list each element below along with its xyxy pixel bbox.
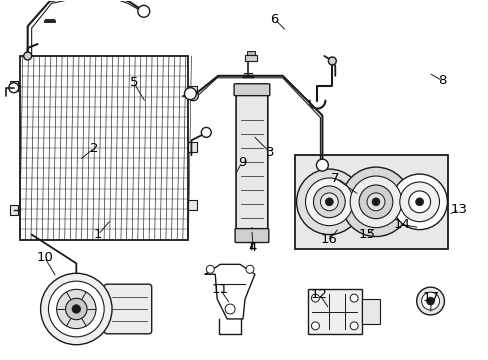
- Bar: [20, 56, 188, 239]
- Circle shape: [138, 5, 149, 17]
- Circle shape: [399, 182, 439, 222]
- Text: 9: 9: [237, 156, 245, 168]
- Bar: [244, 55, 256, 61]
- Circle shape: [41, 273, 112, 345]
- Circle shape: [72, 305, 81, 313]
- Bar: [10, 205, 18, 215]
- Bar: [294, 155, 447, 249]
- Circle shape: [415, 198, 423, 206]
- Text: 11: 11: [211, 283, 228, 296]
- Circle shape: [24, 52, 32, 60]
- Text: 5: 5: [129, 76, 138, 89]
- Text: 8: 8: [437, 74, 446, 87]
- FancyBboxPatch shape: [235, 229, 268, 243]
- Circle shape: [349, 322, 357, 330]
- Circle shape: [9, 83, 19, 93]
- Bar: [307, 289, 361, 334]
- Circle shape: [245, 265, 253, 273]
- Circle shape: [316, 159, 327, 171]
- Text: 3: 3: [265, 146, 273, 159]
- Text: 16: 16: [320, 233, 337, 246]
- Text: 4: 4: [248, 241, 257, 254]
- Circle shape: [366, 193, 384, 211]
- Text: 13: 13: [450, 203, 467, 216]
- Circle shape: [426, 297, 434, 305]
- Circle shape: [391, 174, 447, 230]
- Bar: [188, 142, 197, 152]
- Text: 15: 15: [358, 228, 375, 241]
- Circle shape: [320, 193, 338, 211]
- Bar: [361, 299, 379, 324]
- Circle shape: [188, 91, 198, 100]
- FancyBboxPatch shape: [104, 284, 151, 334]
- Circle shape: [416, 287, 444, 315]
- Text: 7: 7: [330, 171, 339, 185]
- Circle shape: [325, 198, 333, 206]
- Text: 10: 10: [36, 251, 53, 264]
- Circle shape: [349, 176, 401, 228]
- Bar: [246, 51, 254, 55]
- Bar: [188, 86, 197, 96]
- Text: 6: 6: [270, 13, 278, 26]
- Circle shape: [311, 322, 319, 330]
- FancyBboxPatch shape: [234, 84, 269, 96]
- Bar: [188, 200, 197, 210]
- Circle shape: [408, 191, 429, 213]
- Circle shape: [184, 88, 196, 100]
- Circle shape: [48, 281, 104, 337]
- Circle shape: [57, 289, 96, 329]
- Circle shape: [305, 178, 352, 226]
- Circle shape: [224, 304, 235, 314]
- Circle shape: [201, 127, 211, 137]
- Circle shape: [421, 292, 439, 310]
- Text: 2: 2: [90, 142, 98, 155]
- Circle shape: [349, 294, 357, 302]
- Bar: [10, 81, 18, 91]
- Circle shape: [296, 169, 361, 235]
- Text: 1: 1: [94, 228, 102, 241]
- Circle shape: [65, 298, 87, 320]
- Circle shape: [206, 265, 214, 273]
- FancyBboxPatch shape: [236, 89, 267, 231]
- Circle shape: [313, 186, 345, 218]
- Circle shape: [311, 294, 319, 302]
- Circle shape: [327, 57, 336, 65]
- Circle shape: [341, 167, 410, 237]
- Text: 14: 14: [392, 218, 409, 231]
- Circle shape: [371, 198, 379, 206]
- Text: 17: 17: [422, 291, 439, 303]
- Circle shape: [358, 185, 392, 219]
- Text: 12: 12: [310, 288, 327, 301]
